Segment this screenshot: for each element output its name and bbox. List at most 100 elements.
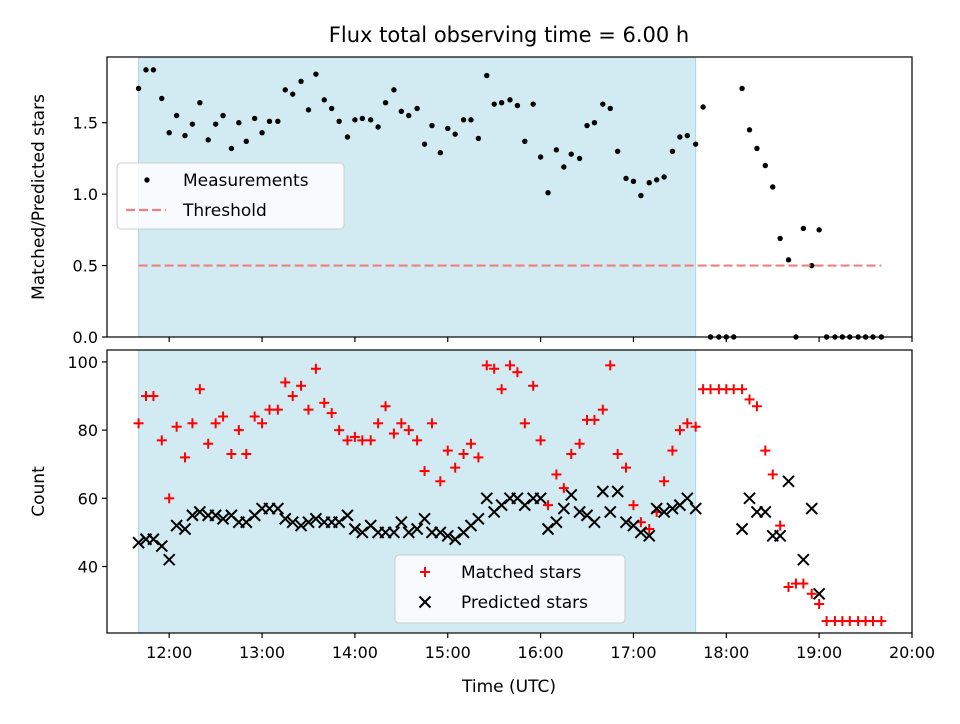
data-point xyxy=(743,492,756,505)
data-point xyxy=(147,533,160,546)
data-point xyxy=(557,502,571,515)
data-point xyxy=(280,377,291,388)
data-point xyxy=(170,519,183,532)
data-point xyxy=(132,536,145,549)
data-point xyxy=(496,384,507,395)
data-point xyxy=(421,141,428,147)
axes-frame xyxy=(106,349,913,634)
data-point xyxy=(155,539,168,553)
data-point xyxy=(328,105,335,112)
data-point xyxy=(504,360,515,371)
data-point xyxy=(303,404,314,415)
data-point xyxy=(403,425,414,436)
data-point xyxy=(621,462,632,473)
data-point xyxy=(186,509,199,522)
data-point xyxy=(272,404,283,415)
data-point xyxy=(313,71,319,77)
data-point xyxy=(728,384,739,395)
data-point xyxy=(133,418,144,429)
data-point xyxy=(669,148,676,154)
legend-box xyxy=(394,554,626,624)
data-point xyxy=(365,435,376,446)
data-point xyxy=(298,78,304,84)
data-point xyxy=(334,425,345,436)
data-point xyxy=(519,418,530,429)
data-point xyxy=(179,452,190,463)
data-point xyxy=(332,515,346,529)
x-tick-label: 19:00 xyxy=(796,643,842,662)
data-point xyxy=(156,435,167,446)
data-point xyxy=(210,418,221,429)
x-tick-label: 18:00 xyxy=(703,643,749,662)
legend-box xyxy=(116,162,345,230)
data-point xyxy=(561,164,567,170)
x-tick-label: 13:00 xyxy=(239,643,285,662)
data-point xyxy=(380,401,391,412)
series-0 xyxy=(135,67,885,340)
data-point xyxy=(458,448,469,459)
data-point xyxy=(735,522,749,536)
data-point xyxy=(551,469,562,480)
data-point xyxy=(197,100,203,106)
data-point xyxy=(226,448,237,459)
data-point xyxy=(349,431,360,442)
data-point xyxy=(357,435,368,446)
data-point xyxy=(574,438,585,449)
y-tick-label: 100 xyxy=(67,353,98,372)
data-point xyxy=(205,137,211,143)
data-point xyxy=(286,515,299,529)
data-point xyxy=(612,448,623,459)
series-1 xyxy=(132,475,826,600)
data-point xyxy=(326,408,337,419)
data-point xyxy=(762,162,768,169)
data-point xyxy=(754,145,760,152)
data-point xyxy=(187,418,198,429)
data-point xyxy=(257,418,268,429)
data-point xyxy=(228,145,235,152)
data-point xyxy=(412,435,423,446)
data-point xyxy=(630,178,637,184)
data-point xyxy=(143,67,149,73)
data-point xyxy=(396,418,407,429)
data-point xyxy=(481,360,492,371)
data-point xyxy=(164,493,175,504)
data-point xyxy=(682,418,693,429)
data-point xyxy=(684,132,691,139)
y-tick-label: 0.5 xyxy=(73,257,98,276)
data-point xyxy=(342,435,353,446)
data-point xyxy=(435,476,446,487)
data-point xyxy=(566,448,577,459)
chart-title: Flux total observing time = 6.00 h xyxy=(329,23,689,47)
y-tick-label: 60 xyxy=(78,489,98,508)
y-axis-label: Count xyxy=(29,466,49,517)
data-point xyxy=(441,529,454,543)
data-point xyxy=(588,515,601,529)
legend-swatch xyxy=(144,177,150,183)
legend-swatch xyxy=(420,567,430,577)
y-tick-label: 0.0 xyxy=(73,328,98,347)
data-point xyxy=(437,150,444,156)
data-point xyxy=(243,138,249,144)
data-point xyxy=(489,363,500,374)
legend-swatch xyxy=(418,595,432,609)
data-point xyxy=(220,112,226,119)
data-point xyxy=(266,118,273,124)
data-point xyxy=(604,505,617,519)
data-point xyxy=(530,101,536,107)
data-point xyxy=(448,533,462,546)
data-point xyxy=(659,476,670,487)
data-point xyxy=(289,91,296,97)
data-point xyxy=(528,380,539,391)
data-point xyxy=(150,67,157,73)
x-axis-label: Time (UTC) xyxy=(461,677,556,697)
legend-label: Matched stars xyxy=(461,563,581,583)
data-point xyxy=(844,616,855,627)
data-point xyxy=(783,581,794,592)
data-point xyxy=(279,512,292,525)
data-point xyxy=(182,132,188,139)
data-point xyxy=(812,587,826,600)
data-point xyxy=(194,384,205,395)
data-point xyxy=(644,524,655,535)
data-point xyxy=(619,515,633,529)
data-point xyxy=(514,102,521,109)
